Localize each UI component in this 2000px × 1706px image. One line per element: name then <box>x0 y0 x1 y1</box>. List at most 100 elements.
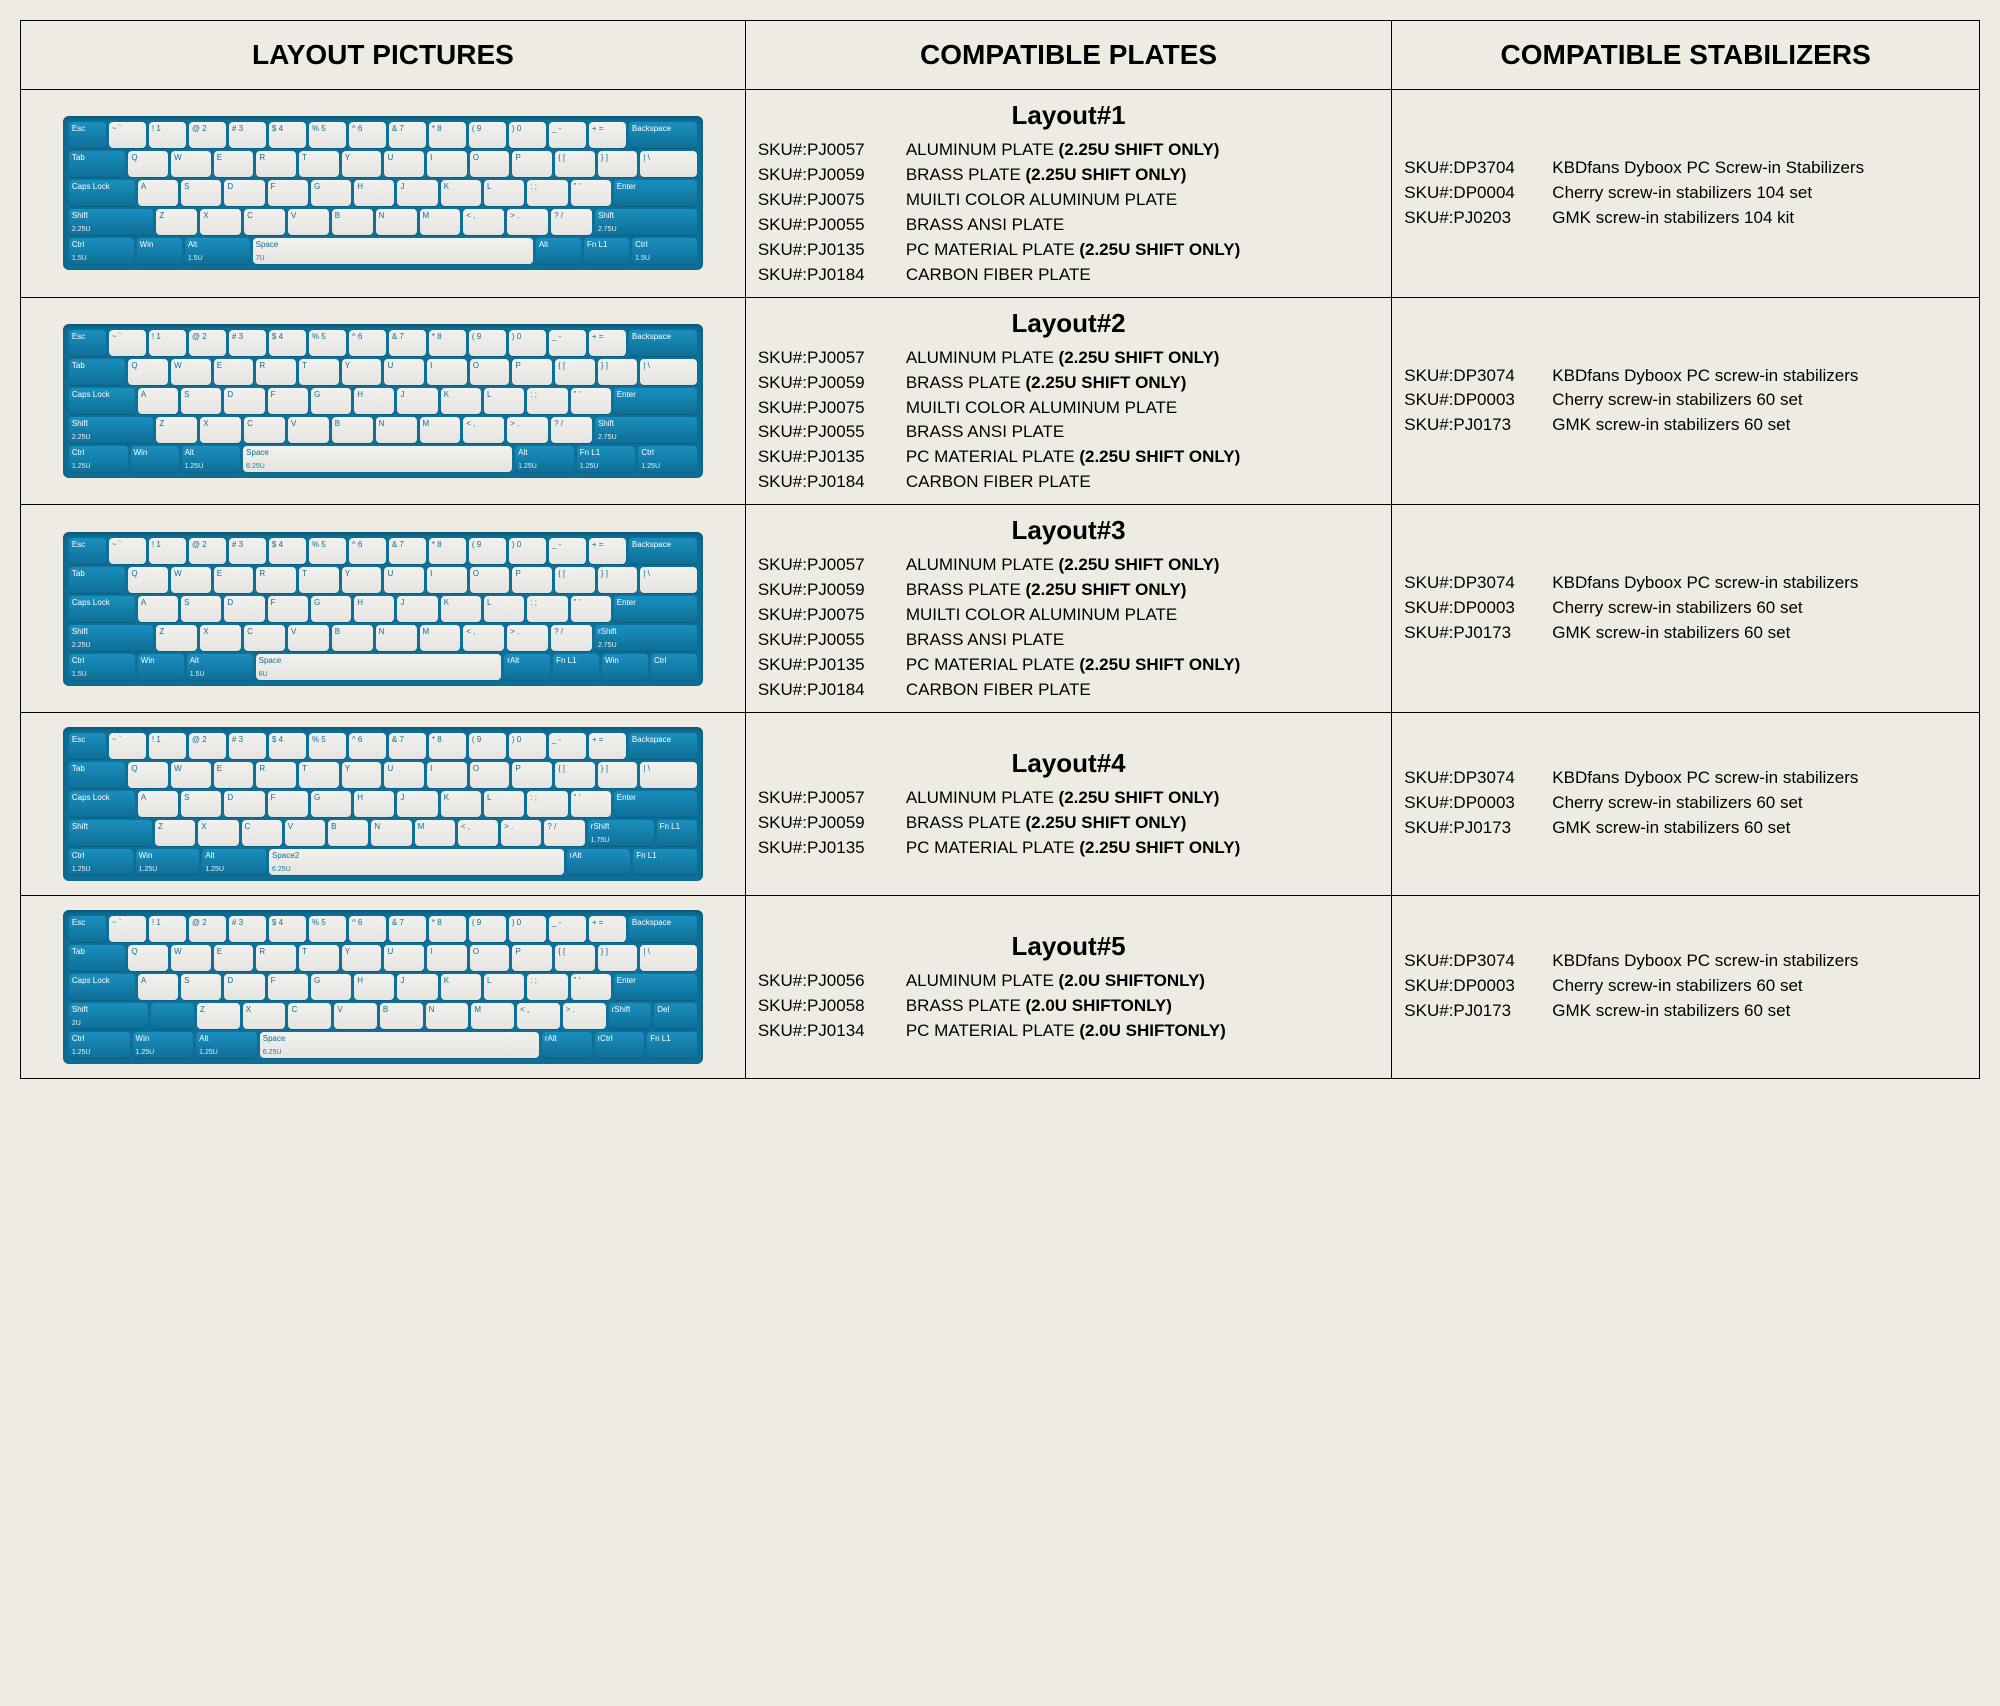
key: C <box>244 625 285 651</box>
key: Win <box>131 446 179 472</box>
key: K <box>441 180 481 206</box>
sku-label: SKU#:DP0003 <box>1404 975 1534 998</box>
key: Ctrl <box>69 238 134 264</box>
key: W <box>171 762 211 788</box>
key: V <box>288 209 329 235</box>
key: K <box>441 596 481 622</box>
key: M <box>420 417 461 443</box>
key: L <box>484 388 524 414</box>
cell-stabs: SKU#:DP3074KBDfans Dyboox PC screw-in st… <box>1392 895 1980 1078</box>
key: D <box>224 180 264 206</box>
key: U <box>384 762 424 788</box>
key: B <box>328 820 368 846</box>
key: Caps Lock <box>69 388 135 414</box>
key: : ; <box>527 974 567 1000</box>
key: ~ ` <box>109 330 146 356</box>
key: _ - <box>549 916 586 942</box>
key: L <box>484 596 524 622</box>
key: & 7 <box>389 733 426 759</box>
key: Y <box>342 945 382 971</box>
key: Fn L1 <box>577 446 636 472</box>
key: T <box>299 151 339 177</box>
sku-row: SKU#:PJ0184CARBON FIBER PLATE <box>758 471 1379 494</box>
key: P <box>512 762 552 788</box>
key: H <box>354 180 394 206</box>
sku-label: SKU#:PJ0184 <box>758 679 888 702</box>
key: W <box>171 359 211 385</box>
layout-title: Layout#2 <box>758 308 1379 339</box>
key: Win <box>137 238 182 264</box>
sku-label: SKU#:PJ0173 <box>1404 1000 1534 1023</box>
sku-label: SKU#:PJ0075 <box>758 604 888 627</box>
sku-desc: ALUMINUM PLATE (2.25U SHIFT ONLY) <box>906 554 1379 577</box>
key: { [ <box>555 359 595 385</box>
key: Esc <box>69 916 106 942</box>
keyboard-layout-C: Esc~ `! 1@ 2# 3$ 4% 5^ 6& 7* 8( 9) 0_ -+… <box>63 532 703 686</box>
key: Tab <box>69 762 126 788</box>
key: * 8 <box>429 538 466 564</box>
sku-desc: KBDfans Dyboox PC Screw-in Stabilizers <box>1552 157 1967 180</box>
sku-row: SKU#:PJ0184CARBON FIBER PLATE <box>758 679 1379 702</box>
keyboard-layout-A: Esc~ `! 1@ 2# 3$ 4% 5^ 6& 7* 8( 9) 0_ -+… <box>63 116 703 270</box>
key: { [ <box>555 762 595 788</box>
key: I <box>427 567 467 593</box>
key: Shift <box>69 1003 148 1029</box>
sku-label: SKU#:PJ0173 <box>1404 414 1534 437</box>
key: Z <box>155 820 195 846</box>
sku-desc: ALUMINUM PLATE (2.25U SHIFT ONLY) <box>906 347 1379 370</box>
cell-plates: Layout#5SKU#:PJ0056ALUMINUM PLATE (2.0U … <box>745 895 1391 1078</box>
key: P <box>512 945 552 971</box>
key: N <box>371 820 411 846</box>
key: > . <box>563 1003 606 1029</box>
sku-row: SKU#:DP0003Cherry screw-in stabilizers 6… <box>1404 389 1967 412</box>
key: N <box>426 1003 469 1029</box>
key: J <box>397 388 437 414</box>
key: < , <box>517 1003 560 1029</box>
key: ( 9 <box>469 733 506 759</box>
key: Backspace <box>629 538 697 564</box>
sku-desc: PC MATERIAL PLATE (2.25U SHIFT ONLY) <box>906 654 1379 677</box>
key: _ - <box>549 122 586 148</box>
sku-desc: PC MATERIAL PLATE (2.25U SHIFT ONLY) <box>906 837 1379 860</box>
key: B <box>332 625 373 651</box>
key: % 5 <box>309 538 346 564</box>
sku-desc: PC MATERIAL PLATE (2.25U SHIFT ONLY) <box>906 446 1379 469</box>
key: S <box>181 596 221 622</box>
key: $ 4 <box>269 122 306 148</box>
key: $ 4 <box>269 538 306 564</box>
keyboard-layout-E: Esc~ `! 1@ 2# 3$ 4% 5^ 6& 7* 8( 9) 0_ -+… <box>63 910 703 1064</box>
key: + = <box>589 122 626 148</box>
key: R <box>256 567 296 593</box>
key: % 5 <box>309 122 346 148</box>
key: Q <box>128 151 168 177</box>
key: Alt <box>202 849 266 875</box>
sku-desc: BRASS ANSI PLATE <box>906 214 1379 237</box>
key: ( 9 <box>469 330 506 356</box>
key: Q <box>128 359 168 385</box>
sku-label: SKU#:PJ0057 <box>758 554 888 577</box>
key: ? / <box>551 417 592 443</box>
key: U <box>384 359 424 385</box>
key: Alt <box>515 446 574 472</box>
key: & 7 <box>389 916 426 942</box>
sku-row: SKU#:DP0003Cherry screw-in stabilizers 6… <box>1404 975 1967 998</box>
sku-desc: GMK screw-in stabilizers 60 set <box>1552 817 1967 840</box>
key: Shift <box>595 417 697 443</box>
key: * 8 <box>429 122 466 148</box>
cell-stabs: SKU#:DP3074KBDfans Dyboox PC screw-in st… <box>1392 712 1980 895</box>
key: Win <box>136 849 200 875</box>
key: * 8 <box>429 916 466 942</box>
key: Space2 <box>269 849 564 875</box>
key: + = <box>589 733 626 759</box>
key: } ] <box>598 151 638 177</box>
key: | \ <box>640 762 697 788</box>
sku-desc: BRASS PLATE (2.25U SHIFT ONLY) <box>906 579 1379 602</box>
key: Tab <box>69 359 126 385</box>
key: Alt <box>187 654 253 680</box>
key: } ] <box>598 359 638 385</box>
key: ) 0 <box>509 122 546 148</box>
key: Alt <box>185 238 250 264</box>
key: O <box>470 151 510 177</box>
sku-row: SKU#:PJ0057ALUMINUM PLATE (2.25U SHIFT O… <box>758 787 1379 810</box>
cell-plates: Layout#2SKU#:PJ0057ALUMINUM PLATE (2.25U… <box>745 297 1391 505</box>
